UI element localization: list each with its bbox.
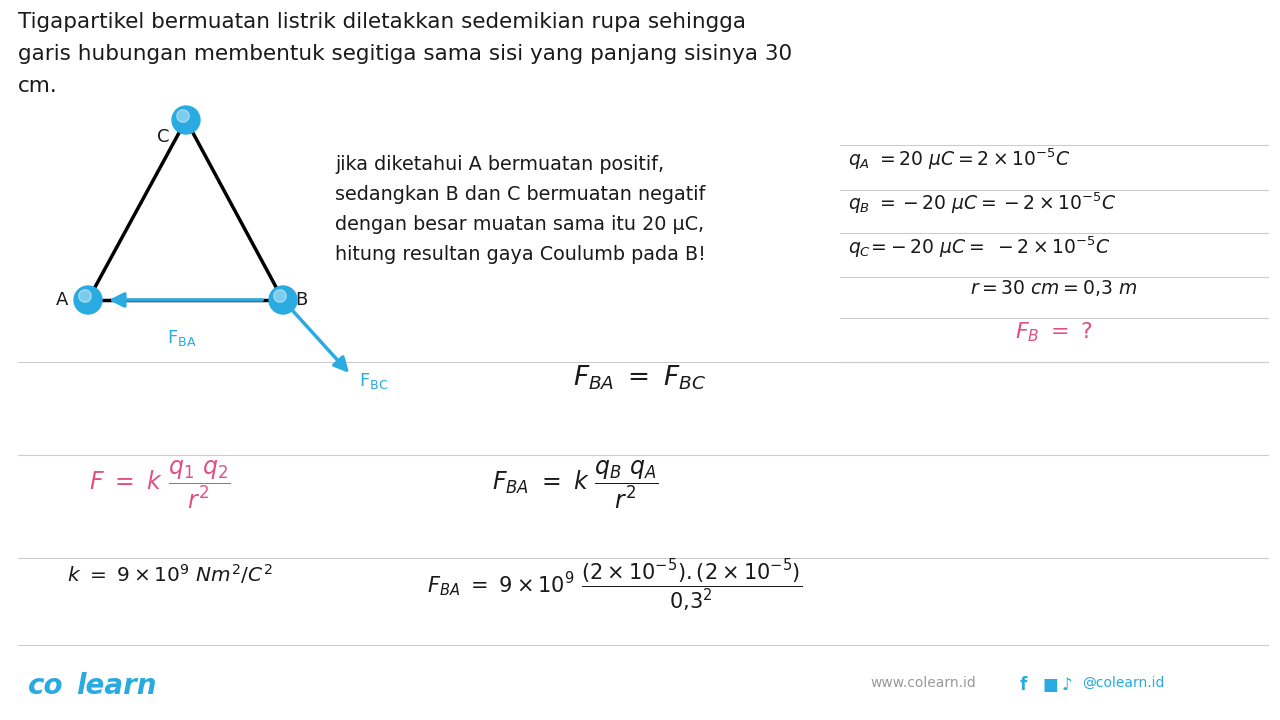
Circle shape (78, 289, 91, 302)
Text: A: A (55, 291, 68, 309)
Text: jika diketahui A bermuatan positif,: jika diketahui A bermuatan positif, (335, 155, 664, 174)
Text: f: f (1020, 676, 1028, 694)
Text: $F\ =\ k\ \dfrac{q_1\ q_2}{r^2}$: $F\ =\ k\ \dfrac{q_1\ q_2}{r^2}$ (90, 458, 230, 510)
Text: www.colearn.id: www.colearn.id (870, 676, 975, 690)
Text: $q_A\ =20\ \mu C= 2\times10^{-5}C$: $q_A\ =20\ \mu C= 2\times10^{-5}C$ (849, 146, 1070, 171)
Text: $r = 30\ cm = 0{,}3\ m$: $r = 30\ cm = 0{,}3\ m$ (970, 278, 1138, 298)
Text: ■: ■ (1042, 676, 1057, 694)
Text: $F_B\ =\ ?$: $F_B\ =\ ?$ (1015, 320, 1093, 343)
Text: @colearn.id: @colearn.id (1082, 676, 1165, 690)
Text: co: co (28, 672, 64, 700)
Text: Tigapartikel bermuatan listrik diletakkan sedemikian rupa sehingga: Tigapartikel bermuatan listrik diletakka… (18, 12, 746, 32)
Text: $F_{BA}\ =\ k\ \dfrac{q_B\ q_A}{r^2}$: $F_{BA}\ =\ k\ \dfrac{q_B\ q_A}{r^2}$ (492, 458, 658, 510)
Circle shape (177, 109, 189, 122)
Text: sedangkan B dan C bermuatan negatif: sedangkan B dan C bermuatan negatif (335, 185, 705, 204)
Text: cm.: cm. (18, 76, 58, 96)
Circle shape (269, 286, 297, 314)
Text: learn: learn (76, 672, 156, 700)
Text: C: C (157, 128, 170, 146)
Text: hitung resultan gaya Coulumb pada B!: hitung resultan gaya Coulumb pada B! (335, 245, 705, 264)
Text: $q_C\!=\!-20\ \mu C=\ -2\times10^{-5}C$: $q_C\!=\!-20\ \mu C=\ -2\times10^{-5}C$ (849, 234, 1111, 259)
Text: dengan besar muatan sama itu 20 μC,: dengan besar muatan sama itu 20 μC, (335, 215, 704, 234)
Circle shape (74, 286, 102, 314)
Text: $\mathregular{F_{BA}}$: $\mathregular{F_{BA}}$ (168, 328, 197, 348)
Circle shape (172, 106, 200, 134)
Text: $k\ =\ 9\times10^9\ Nm^2/C^2$: $k\ =\ 9\times10^9\ Nm^2/C^2$ (68, 562, 273, 586)
Text: garis hubungan membentuk segitiga sama sisi yang panjang sisinya 30: garis hubungan membentuk segitiga sama s… (18, 44, 792, 64)
Text: $\mathregular{F_{BC}}$: $\mathregular{F_{BC}}$ (358, 371, 388, 391)
Circle shape (274, 289, 287, 302)
Text: $F_{BA}\ =\ 9\times10^9\ \dfrac{(2\times10^{-5}).(2\times10^{-5})}{0{,}3^2}$: $F_{BA}\ =\ 9\times10^9\ \dfrac{(2\times… (428, 558, 803, 614)
Text: ♪: ♪ (1062, 676, 1073, 694)
Text: $q_B\ =-20\ \mu C= -2\times10^{-5}C$: $q_B\ =-20\ \mu C= -2\times10^{-5}C$ (849, 191, 1116, 217)
Text: B: B (294, 291, 307, 309)
Text: $F_{BA}\ =\ F_{BC}$: $F_{BA}\ =\ F_{BC}$ (573, 363, 707, 392)
